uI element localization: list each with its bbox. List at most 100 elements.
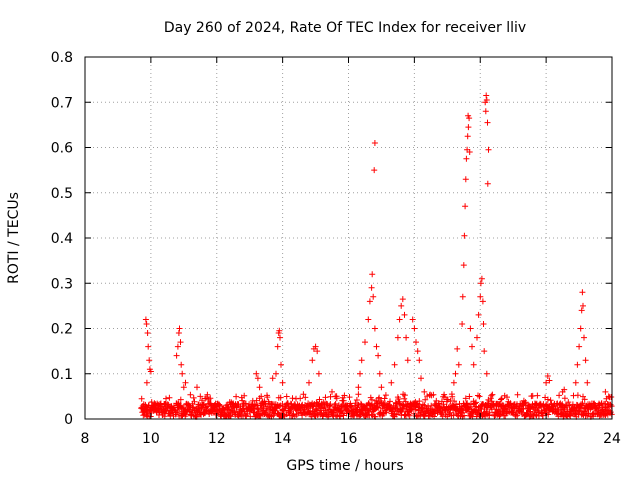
data-point <box>575 409 582 415</box>
data-point <box>276 327 283 334</box>
data-point <box>421 388 428 395</box>
data-point <box>450 379 457 386</box>
data-point <box>357 400 364 407</box>
data-point <box>138 395 145 402</box>
data-point <box>258 393 265 400</box>
data-point <box>187 391 194 398</box>
data-point <box>544 396 551 403</box>
data-point <box>276 403 283 410</box>
data-point <box>409 316 416 323</box>
data-point <box>484 180 491 187</box>
data-point <box>437 404 444 411</box>
data-point <box>466 149 473 155</box>
data-point <box>455 361 462 368</box>
data-point <box>161 413 168 420</box>
data-point <box>418 375 424 382</box>
data-point <box>430 391 437 398</box>
data-point <box>175 330 182 336</box>
data-point <box>461 412 467 419</box>
data-point <box>483 408 490 415</box>
data-point <box>469 343 475 350</box>
data-point <box>279 379 286 386</box>
data-point <box>355 384 362 391</box>
data-point <box>401 395 408 402</box>
data-point <box>546 377 553 384</box>
data-point <box>177 339 184 346</box>
data-point <box>369 271 376 278</box>
data-point <box>478 275 485 282</box>
data-point <box>174 408 181 415</box>
data-point <box>578 307 585 314</box>
y-tick-label: 0.5 <box>51 186 73 202</box>
data-point <box>174 343 181 350</box>
data-point <box>461 232 468 239</box>
data-point <box>463 155 470 162</box>
data-point <box>207 395 214 402</box>
data-point <box>459 293 466 300</box>
data-point <box>315 370 322 377</box>
data-point <box>370 293 377 300</box>
data-point <box>375 352 382 359</box>
x-tick-label: 20 <box>471 431 489 447</box>
x-tick-labels: 8 10 12 14 16 18 20 22 24 <box>81 431 621 447</box>
data-point <box>483 97 490 103</box>
data-point <box>475 311 482 318</box>
data-point <box>242 400 249 407</box>
data-point <box>464 400 471 407</box>
data-point <box>388 379 395 386</box>
data-point <box>180 384 187 391</box>
data-point <box>314 348 321 355</box>
data-point <box>582 357 589 364</box>
data-point <box>416 357 423 364</box>
data-point <box>277 334 283 341</box>
data-point <box>413 339 419 346</box>
data-point <box>176 325 183 332</box>
data-point <box>474 334 480 341</box>
data-point <box>376 370 383 377</box>
data-point <box>362 339 368 346</box>
data-point <box>371 167 378 174</box>
data-point <box>565 399 572 406</box>
data-point <box>539 412 546 419</box>
data-point <box>341 392 348 399</box>
data-point <box>398 302 405 309</box>
data-point <box>465 112 472 119</box>
data-point <box>309 357 316 364</box>
data-point <box>574 392 581 399</box>
data-point <box>369 396 375 403</box>
data-point <box>444 396 451 403</box>
data-point <box>392 399 399 406</box>
data-point <box>302 394 309 401</box>
data-point <box>316 396 323 403</box>
data-point <box>306 379 312 386</box>
data-point <box>365 316 372 323</box>
data-point <box>373 343 380 350</box>
data-point <box>199 397 205 404</box>
data-point <box>310 402 317 409</box>
data-point <box>477 293 484 300</box>
data-point <box>441 391 448 398</box>
data-point <box>547 397 554 404</box>
data-point <box>206 411 213 417</box>
data-point <box>264 394 271 401</box>
data-point <box>147 368 154 375</box>
data-point <box>479 298 486 305</box>
data-point <box>142 316 149 323</box>
data-point <box>470 361 477 368</box>
data-point <box>422 396 429 403</box>
data-point <box>605 393 612 400</box>
y-tick-label: 0.7 <box>51 95 73 111</box>
data-point <box>495 407 502 414</box>
data-point <box>581 334 587 341</box>
data-point <box>459 321 466 327</box>
data-point <box>277 394 284 401</box>
data-point <box>274 343 281 350</box>
data-point <box>466 393 473 400</box>
y-axis-label: ROTI / TECUs <box>6 192 22 284</box>
data-point <box>462 176 469 183</box>
data-point <box>452 370 459 377</box>
gridlines <box>85 57 612 419</box>
data-point <box>340 397 347 404</box>
data-point <box>602 388 609 395</box>
